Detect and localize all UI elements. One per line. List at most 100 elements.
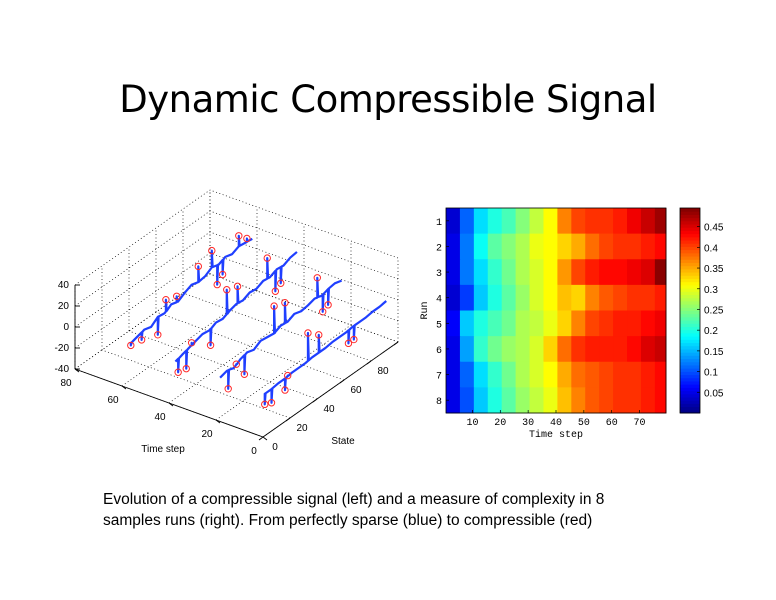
- colorbar-segment: [680, 348, 700, 353]
- heatmap-cell: [571, 387, 586, 414]
- heatmap-cell: [473, 208, 489, 235]
- colorbar-frame: [679, 207, 701, 414]
- slide-title: Dynamic Compressible Signal: [119, 78, 657, 121]
- heatmap-cell: [446, 208, 461, 235]
- state-tick: [312, 398, 318, 403]
- spike-marker: [137, 336, 146, 344]
- colorbar-segment: [680, 291, 700, 295]
- z-tick-label: -20: [55, 343, 70, 354]
- wall-gridline: [74, 231, 211, 328]
- heatmap-cell: [627, 208, 642, 235]
- heatmap-cell: [459, 233, 475, 260]
- heatmap-cell: [473, 361, 489, 388]
- colorbar-tick-label: 0.35: [704, 264, 724, 275]
- spike-marker: [270, 302, 278, 310]
- colorbar-segment: [680, 336, 700, 340]
- colorbar-segment: [680, 403, 700, 408]
- colorbar-segment: [680, 246, 700, 251]
- colorbar-segment: [680, 342, 700, 347]
- heatmap-cell: [571, 336, 586, 363]
- floor-gridline: [128, 330, 318, 400]
- heatmap-cell: [557, 233, 572, 260]
- heatmap-cell: [654, 233, 667, 260]
- heatmap-cell: [557, 259, 572, 286]
- heatmap-cell: [459, 259, 475, 286]
- colorbar-segment: [680, 259, 700, 263]
- heatmap-cell: [515, 310, 531, 337]
- colorbar-segment: [680, 323, 700, 328]
- colorbar-segment: [680, 380, 700, 385]
- wall-gridline: [74, 189, 211, 286]
- z-tick-label: 20: [58, 301, 70, 312]
- heatmap-cell: [473, 284, 489, 311]
- time-tick: [168, 402, 174, 407]
- heatmap-cell: [529, 233, 544, 260]
- colorbar-segment: [680, 361, 700, 366]
- x-tick-label: 40: [550, 418, 562, 429]
- heatmap-cell: [529, 361, 544, 388]
- time-tick-label: 40: [154, 412, 166, 423]
- heatmap-cell: [515, 336, 531, 363]
- heatmap-cell: [640, 361, 656, 388]
- colorbar-tick-label: 0.2: [704, 326, 718, 337]
- colorbar-segment: [680, 236, 700, 241]
- heatmap-cell: [585, 284, 600, 311]
- state-tick-label: 20: [296, 423, 308, 434]
- spike-marker: [173, 292, 181, 300]
- spike-marker: [281, 386, 289, 394]
- heatmap-cell: [627, 361, 642, 388]
- state-tick-label: 0: [272, 442, 278, 453]
- heatmap-cell: [627, 310, 642, 337]
- heatmap-cell: [543, 387, 558, 414]
- colorbar-tick-label: 0.4: [704, 243, 718, 254]
- heatmap-cell: [459, 387, 475, 414]
- time-tick: [215, 419, 221, 424]
- state-tick: [366, 360, 372, 365]
- colorbar-segment: [680, 400, 700, 404]
- heatmap-cell: [557, 208, 572, 235]
- y-tick-label: 3: [436, 269, 442, 280]
- z-tick-label: 0: [63, 322, 69, 333]
- colorbar-segment: [680, 332, 700, 337]
- heatmap-cell: [446, 336, 461, 363]
- heatmap-cell: [529, 259, 544, 286]
- x-tick-label: 70: [634, 418, 646, 429]
- heatmap-cell: [529, 336, 544, 363]
- heatmap-cell: [654, 259, 667, 286]
- heatmap-cell: [529, 387, 544, 414]
- heatmap-cell: [585, 361, 600, 388]
- colorbar-segment: [680, 294, 700, 299]
- floor-gridline: [168, 307, 305, 404]
- time-tick: [74, 368, 80, 373]
- heatmap-cell: [599, 336, 614, 363]
- heatmap-cell: [599, 259, 614, 286]
- caption-line-2: samples runs (right). From perfectly spa…: [103, 512, 593, 529]
- heatmap-cell: [585, 208, 600, 235]
- spike-marker: [233, 282, 242, 291]
- heatmap-cell: [543, 336, 558, 363]
- state-axis-label: State: [331, 436, 355, 447]
- heatmap-cell: [627, 259, 642, 286]
- heatmap-cell: [599, 208, 614, 235]
- colorbar-segment: [680, 316, 700, 321]
- colorbar-segment: [680, 249, 700, 254]
- colorbar-segment: [680, 345, 700, 350]
- colorbar-segment: [680, 374, 700, 379]
- z-tick-label: -40: [55, 364, 70, 375]
- heatmap-cell: [640, 387, 656, 414]
- x-tick-label: 10: [466, 418, 478, 429]
- heatmap-cell: [529, 310, 544, 337]
- signal-line-time-43: [174, 251, 298, 374]
- heatmap-cell: [473, 259, 489, 286]
- heatmap-cell: [640, 208, 656, 235]
- spike-marker: [127, 341, 135, 350]
- heatmap-cell: [515, 259, 531, 286]
- heatmap-cell: [487, 336, 503, 363]
- heatmap-cell: [640, 233, 656, 260]
- colorbar-segment: [680, 300, 700, 305]
- heatmap-cell: [459, 208, 475, 235]
- colorbar-tick-label: 0.3: [704, 285, 718, 296]
- heatmap-cell: [613, 233, 628, 260]
- colorbar-segment: [680, 278, 700, 283]
- heatmap-cell: [585, 310, 600, 337]
